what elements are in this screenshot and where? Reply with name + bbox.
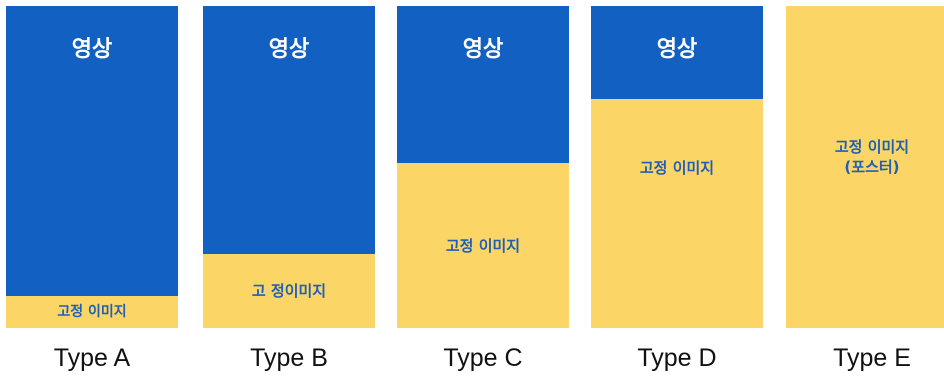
- layout-type-a: 영상 고정 이미지 Type A: [6, 0, 178, 378]
- image-area-d: 고정 이미지: [591, 99, 763, 328]
- image-label-e: 고정 이미지 (포스터): [835, 137, 909, 177]
- image-area-c: 고정 이미지: [397, 163, 569, 328]
- video-area-b: 영상: [203, 6, 375, 254]
- layout-type-e: 고정 이미지 (포스터) Type E: [786, 0, 944, 378]
- video-label-a: 영상: [71, 37, 113, 62]
- image-label-a: 고정 이미지: [57, 304, 127, 320]
- video-area-a: 영상: [6, 6, 178, 296]
- video-label-d: 영상: [656, 37, 698, 62]
- image-label-c: 고정 이미지: [445, 236, 521, 255]
- layout-type-c: 영상 고정 이미지 Type C: [397, 0, 569, 378]
- layout-panel-c: 영상 고정 이미지: [397, 6, 569, 328]
- type-label-c: Type C: [443, 344, 523, 372]
- image-label-e-line1: 고정 이미지: [834, 138, 910, 156]
- image-label-d: 고정 이미지: [639, 158, 715, 177]
- layout-type-b: 영상 고 정이미지 Type B: [203, 0, 375, 378]
- video-label-b: 영상: [268, 37, 310, 62]
- image-area-e: 고정 이미지 (포스터): [786, 6, 944, 328]
- image-label-e-line2: (포스터): [844, 158, 900, 176]
- image-area-a: 고정 이미지: [6, 296, 178, 328]
- type-label-d: Type D: [637, 344, 717, 372]
- layout-panel-e: 고정 이미지 (포스터): [786, 6, 944, 328]
- video-area-d: 영상: [591, 6, 763, 99]
- layout-type-d: 영상 고정 이미지 Type D: [591, 0, 763, 378]
- type-label-a: Type A: [53, 344, 131, 372]
- type-label-e: Type E: [833, 344, 911, 372]
- layout-panel-b: 영상 고 정이미지: [203, 6, 375, 328]
- image-label-b: 고 정이미지: [251, 282, 327, 300]
- layout-panel-d: 영상 고정 이미지: [591, 6, 763, 328]
- type-label-b: Type B: [250, 344, 328, 372]
- image-area-b: 고 정이미지: [203, 254, 375, 328]
- video-area-c: 영상: [397, 6, 569, 163]
- layout-panel-a: 영상 고정 이미지: [6, 6, 178, 328]
- video-label-c: 영상: [462, 37, 504, 62]
